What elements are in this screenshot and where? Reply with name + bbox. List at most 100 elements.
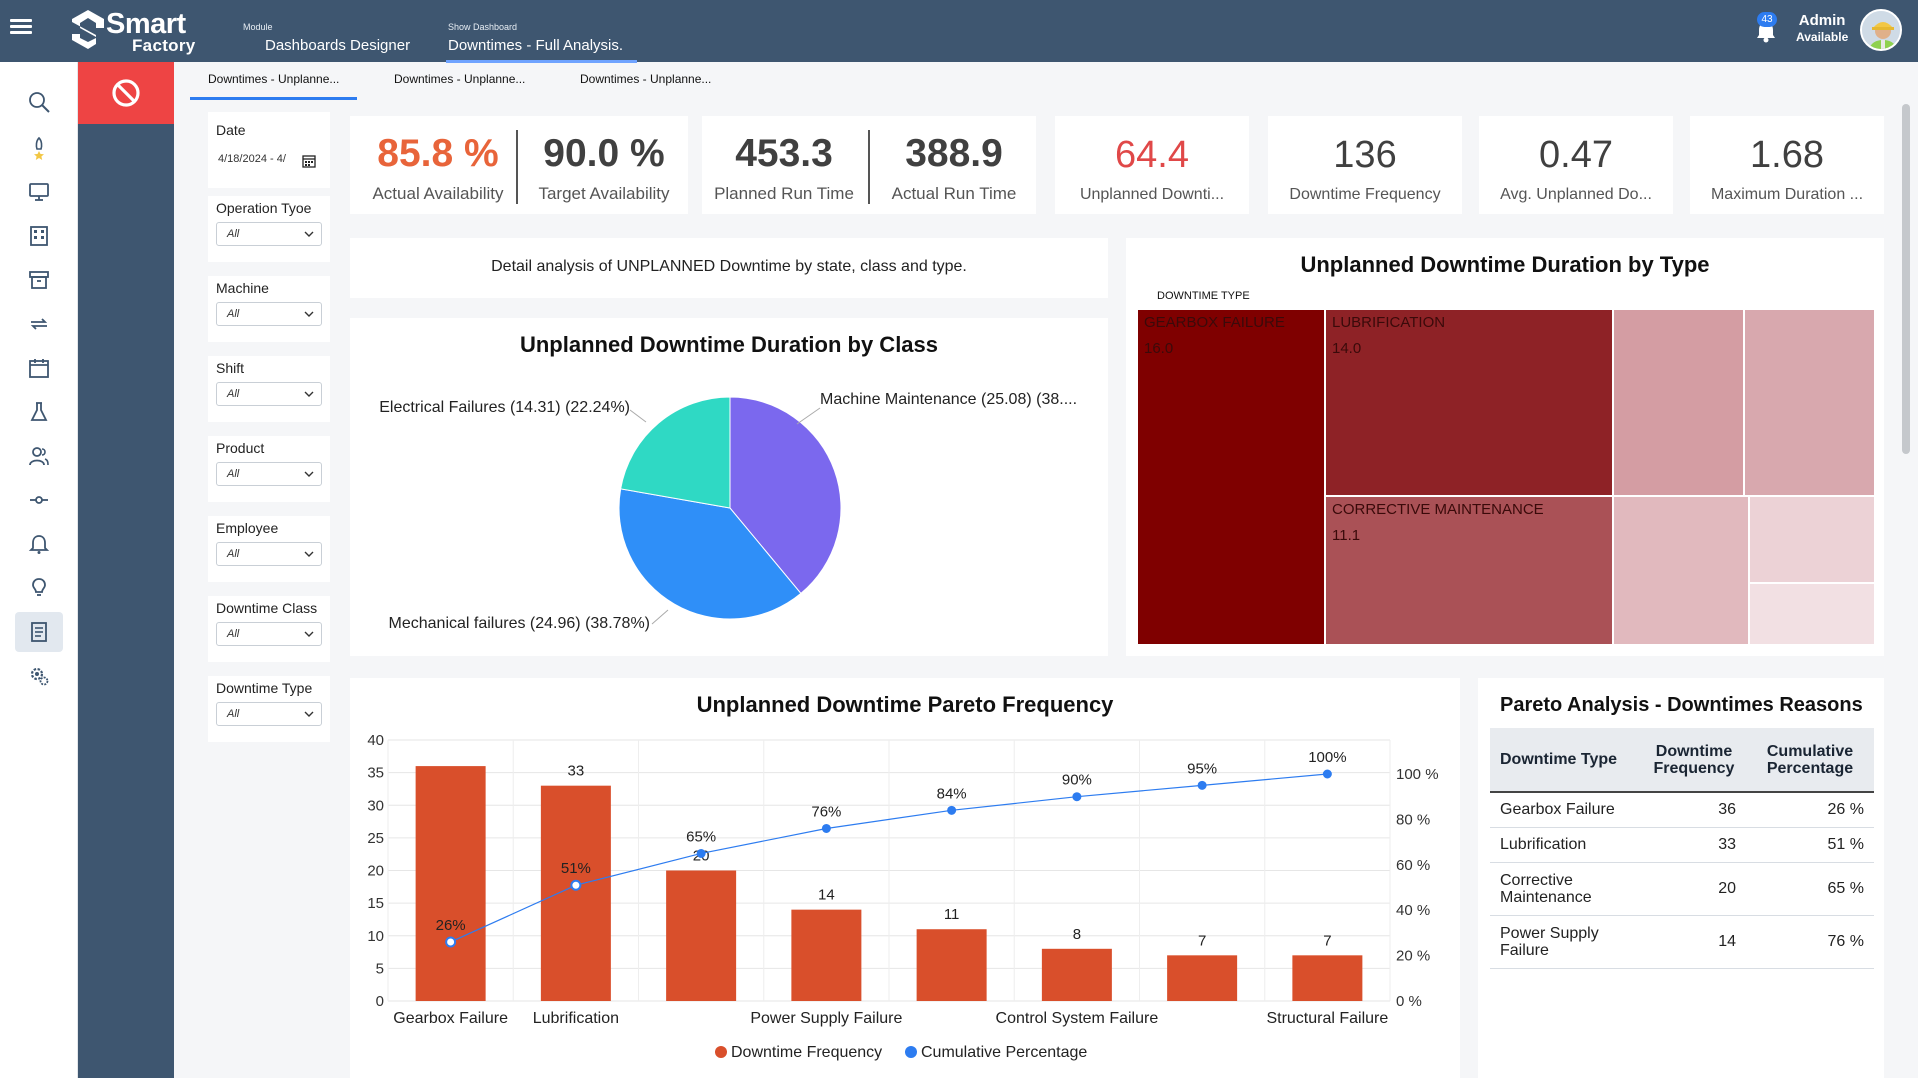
cell-cumulative: 26 % <box>1746 792 1874 828</box>
dashboard-breadcrumb[interactable]: Show Dashboard Downtimes - Full Analysis… <box>445 22 638 63</box>
employee-select[interactable]: All <box>216 542 322 566</box>
pie-chart-title: Unplanned Downtime Duration by Class <box>519 332 939 357</box>
sidebar-item-archive[interactable] <box>15 260 63 300</box>
bar-software-error[interactable] <box>1167 955 1238 1001</box>
cumulative-point[interactable] <box>696 848 706 858</box>
calendar-icon[interactable] <box>302 154 316 168</box>
pie-chart: Machine Maintenance (25.08) (38.... Mecha… <box>379 391 1077 632</box>
tab-unplanned-1[interactable]: Downtimes - Unplanne... <box>190 66 358 100</box>
avatar[interactable] <box>1860 9 1902 51</box>
filter-date-label: Date <box>216 122 246 138</box>
y-right-tick-label: 0 % <box>1396 993 1422 1010</box>
pie-label-leader <box>651 609 669 625</box>
table-row[interactable]: Gearbox Failure 36 26 % <box>1490 792 1874 828</box>
cell-frequency: 14 <box>1642 915 1746 969</box>
tab-unplanned-3[interactable]: Downtimes - Unplanne... <box>580 72 712 86</box>
cumulative-point[interactable] <box>1197 780 1207 790</box>
smart-factory-logo[interactable]: Smart Factory <box>68 6 208 56</box>
bar-power-supply-failure[interactable] <box>791 909 862 1001</box>
sidebar-item-settings[interactable] <box>15 656 63 696</box>
user-name: Admin <box>1798 12 1846 29</box>
sidebar-item-commit[interactable] <box>15 480 63 520</box>
treemap-cell[interactable] <box>1614 497 1748 644</box>
sidebar-item-search[interactable] <box>15 82 63 122</box>
table-row[interactable]: Corrective Maintenance 20 65 % <box>1490 862 1874 916</box>
cumulative-point[interactable] <box>445 936 457 948</box>
tab-unplanned-2[interactable]: Downtimes - Unplanne... <box>394 72 526 86</box>
cumulative-value-label: 84% <box>937 785 967 802</box>
date-range-input[interactable]: 4/18/2024 - 4/ <box>216 148 322 172</box>
bar-structural-failure[interactable] <box>1292 955 1363 1001</box>
table-row[interactable]: Power Supply Failure 14 76 % <box>1490 915 1874 969</box>
cumulative-value-label: 90% <box>1062 772 1092 789</box>
downtime-class-select[interactable]: All <box>216 622 322 646</box>
bar-control-system-failure[interactable] <box>1041 948 1112 1001</box>
bar-gearbox-failure[interactable] <box>415 766 486 1001</box>
column-header-downtime-frequency[interactable]: Downtime Frequency <box>1642 728 1746 792</box>
y-right-tick-label: 100 % <box>1396 766 1439 783</box>
y-left-tick-label: 15 <box>367 895 384 912</box>
pie-slice-mechanical-failures[interactable] <box>618 488 802 620</box>
treemap-cell-lubrification[interactable]: LUBRIFICATION 14.0 <box>1326 310 1612 495</box>
bell-icon <box>28 535 50 554</box>
downtime-type-select[interactable]: All <box>216 702 322 726</box>
sidebar-item-sync[interactable] <box>15 304 63 344</box>
legend-item[interactable]: Cumulative Percentage <box>921 1044 1087 1061</box>
sidebar-item-lab[interactable] <box>15 392 63 432</box>
kpi-label: Downtime Frequency <box>1289 186 1441 203</box>
bar-sensor-failure[interactable] <box>916 929 987 1001</box>
treemap-cell[interactable] <box>1745 310 1874 495</box>
cumulative-point[interactable] <box>570 879 582 891</box>
cumulative-point[interactable] <box>1072 792 1082 802</box>
bar-lubrification[interactable] <box>540 785 611 1001</box>
treemap-cell-gearbox-failure[interactable]: GEARBOX FAILURE 16.0 <box>1138 310 1324 644</box>
y-left-tick-label: 20 <box>367 863 384 880</box>
archive-box-icon <box>29 271 49 289</box>
bar-corrective-maintenance[interactable] <box>666 870 737 1002</box>
treemap-cell-corrective-maintenance[interactable]: CORRECTIVE MAINTENANCE 11.1 <box>1326 497 1612 644</box>
sidebar-item-alerts[interactable] <box>15 524 63 564</box>
cumulative-value-label: 95% <box>1187 760 1217 777</box>
x-tick-label: Gearbox Failure <box>393 1010 508 1027</box>
operation-type-select[interactable]: All <box>216 222 322 246</box>
y-right-tick-label: 20 % <box>1396 948 1430 965</box>
cumulative-point[interactable] <box>821 823 831 833</box>
product-select[interactable]: All <box>216 462 322 486</box>
sidebar-item-rocket[interactable] <box>15 128 63 168</box>
clear-filters-button[interactable] <box>78 62 174 124</box>
hamburger-menu-icon[interactable] <box>10 16 32 38</box>
avatar-worker-icon <box>1862 11 1900 49</box>
kpi-runtime-card: 453.3 Planned Run Time 388.9 Actual Run … <box>702 116 1036 214</box>
legend-item[interactable]: Downtime Frequency <box>731 1044 882 1061</box>
icon-sidebar: ? <box>0 62 78 1078</box>
class-pie-panel: Unplanned Downtime Duration by Class Mac… <box>350 318 1108 656</box>
cumulative-point[interactable] <box>1322 769 1332 779</box>
select-value: All <box>227 468 240 480</box>
shift-select[interactable]: All <box>216 382 322 406</box>
module-breadcrumb[interactable]: Module Dashboards Designer <box>243 22 410 54</box>
machine-select[interactable]: All <box>216 302 322 326</box>
cumulative-point[interactable] <box>947 805 957 815</box>
table-row[interactable]: Lubrification 33 51 % <box>1490 827 1874 863</box>
treemap-cell[interactable] <box>1750 584 1874 644</box>
pie-slice-label: Machine Maintenance (25.08) (38.... <box>820 391 1077 408</box>
sidebar-item-ideas[interactable] <box>15 568 63 608</box>
sidebar-item-monitor[interactable] <box>15 172 63 212</box>
page-scrollbar[interactable] <box>1902 104 1910 454</box>
pie-slice-machine-maintenance[interactable] <box>729 396 842 595</box>
sidebar-item-calendar[interactable] <box>15 348 63 388</box>
sidebar-item-users[interactable] <box>15 436 63 476</box>
kpi-value: 453.3 <box>735 132 833 175</box>
dashboard-label: Show Dashboard <box>448 22 518 32</box>
commit-icon <box>30 496 48 504</box>
pie-slice-electrical-failures[interactable] <box>620 396 731 509</box>
column-header-downtime-type[interactable]: Downtime Type <box>1490 728 1642 792</box>
cumulative-value-label: 51% <box>561 860 591 877</box>
column-header-cumulative-percentage[interactable]: Cumulative Percentage <box>1746 728 1874 792</box>
sidebar-item-building[interactable] <box>15 216 63 256</box>
user-info[interactable]: Admin Available <box>1796 12 1848 44</box>
treemap-cell[interactable] <box>1614 310 1743 495</box>
sidebar-item-reports[interactable] <box>15 612 63 652</box>
treemap-cell[interactable] <box>1750 497 1874 582</box>
treemap-chart-title: Unplanned Downtime Duration by Type <box>1300 252 1710 277</box>
